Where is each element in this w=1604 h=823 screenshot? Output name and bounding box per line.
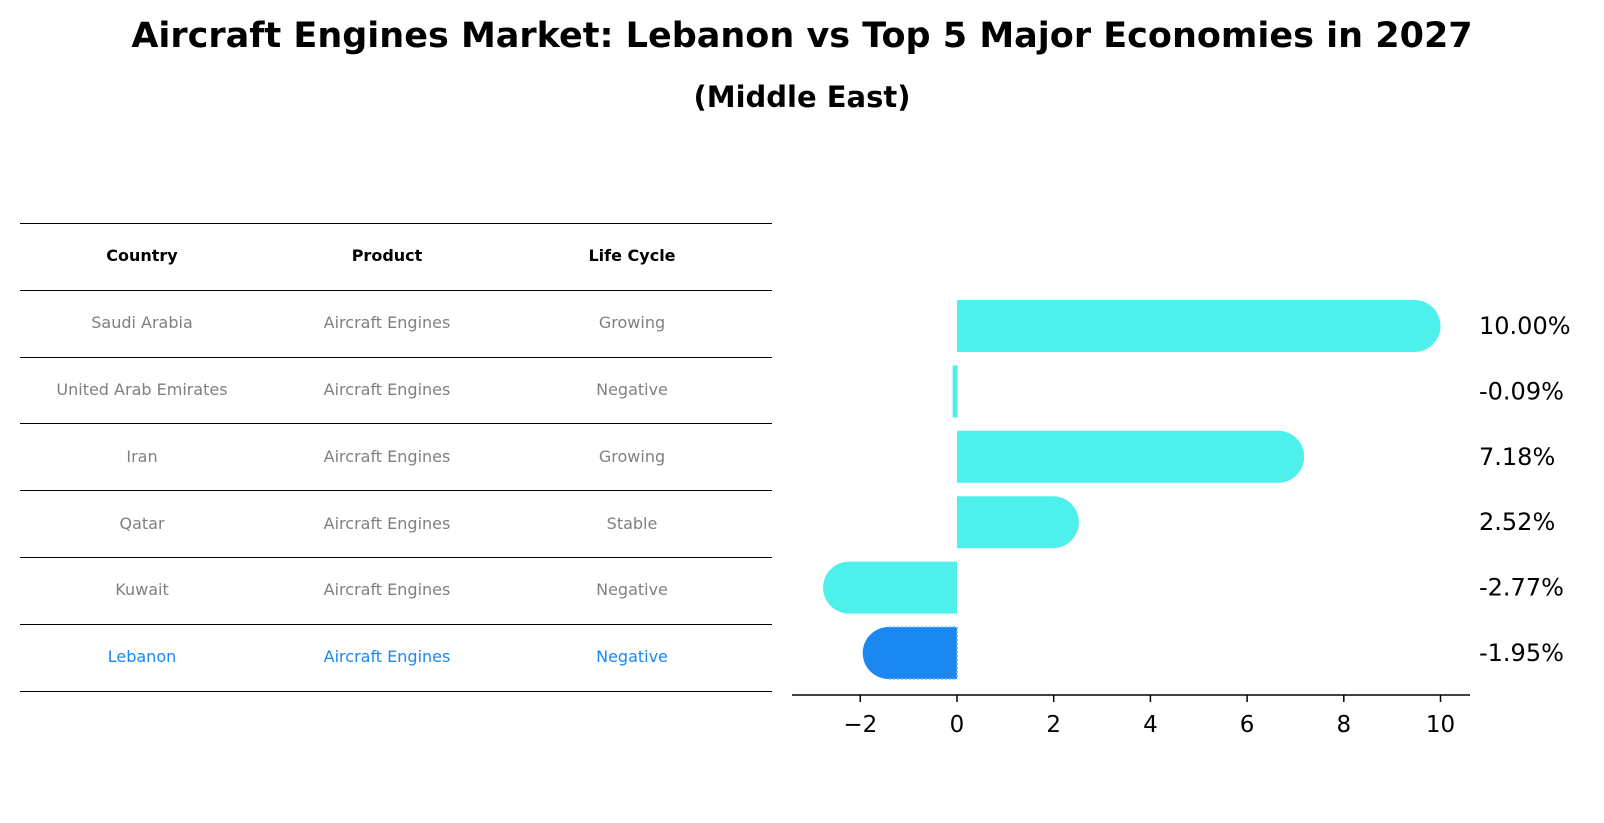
x-tick-label: 4	[1143, 712, 1158, 738]
table-cell: Growing	[598, 446, 666, 466]
data-label: 10.00%	[1479, 312, 1571, 340]
bar	[957, 430, 1305, 483]
table-cell: Aircraft Engines	[323, 647, 451, 667]
data-label: 2.52%	[1479, 508, 1555, 536]
table-cell: Aircraft Engines	[323, 513, 451, 533]
x-tick-label: 8	[1336, 712, 1351, 738]
bar	[823, 561, 957, 614]
table-cell: Aircraft Engines	[323, 313, 451, 333]
table-cell: Growing	[598, 313, 666, 333]
bar	[957, 300, 1441, 352]
table-header-cell: Product	[351, 246, 423, 266]
data-label: -2.77%	[1479, 574, 1564, 602]
table-cell: Negative	[596, 380, 668, 399]
table-cell: Aircraft Engines	[323, 446, 451, 466]
x-tick-label: 2	[1046, 712, 1061, 738]
chart-subtitle: (Middle East)	[693, 80, 911, 114]
x-tick-label: 0	[950, 712, 965, 738]
table-rule	[20, 690, 772, 692]
table-cell: Aircraft Engines	[323, 580, 451, 600]
x-tick-label: 6	[1240, 712, 1255, 738]
data-label: -0.09%	[1479, 377, 1564, 405]
table-cell: Negative	[596, 580, 668, 600]
table-rule	[20, 423, 772, 425]
data-label: -1.95%	[1479, 639, 1564, 667]
chart-title: Aircraft Engines Market: Lebanon vs Top …	[131, 16, 1473, 56]
table-rule	[20, 223, 772, 224]
table-cell: Saudi Arabia	[91, 313, 193, 333]
table-header-cell: Life Cycle	[588, 246, 676, 266]
x-tick-label: 10	[1426, 712, 1455, 738]
x-tick-label: −2	[843, 712, 877, 738]
bar	[952, 365, 958, 418]
table-rule	[20, 623, 772, 625]
table-rule	[20, 490, 772, 492]
bar	[957, 496, 1079, 549]
table-cell: Iran	[126, 446, 158, 466]
data-label: 7.18%	[1479, 443, 1555, 471]
bar	[862, 627, 957, 679]
table-rule	[20, 356, 772, 358]
table-cell: Kuwait	[115, 580, 169, 600]
table-header-cell: Country	[106, 246, 178, 266]
table-cell: Qatar	[119, 513, 165, 533]
table-cell: Negative	[596, 647, 668, 667]
table-rule	[20, 289, 772, 291]
table-rule	[20, 557, 772, 558]
table-cell: Lebanon	[107, 647, 177, 667]
table-cell: Stable	[606, 513, 658, 533]
table-cell: Aircraft Engines	[323, 380, 451, 399]
table-cell: United Arab Emirates	[56, 380, 228, 399]
